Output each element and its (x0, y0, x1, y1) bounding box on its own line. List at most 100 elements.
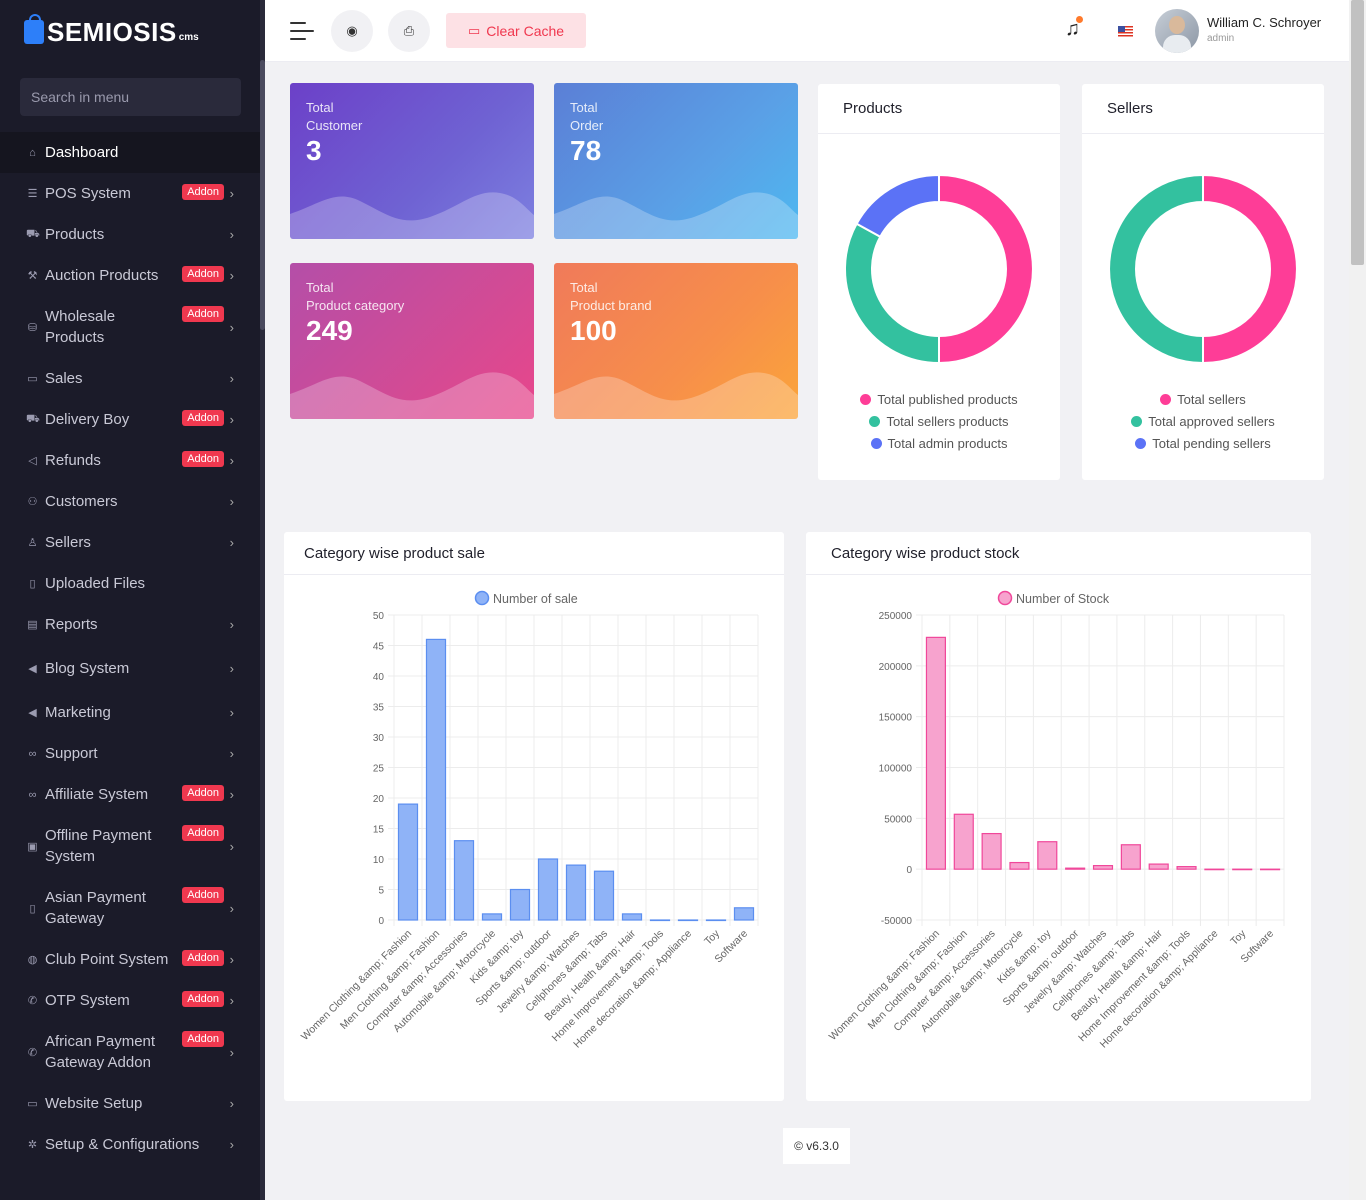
donut-slice[interactable] (1108, 173, 1204, 365)
sidebar-item-delivery-boy[interactable]: ⛟ Delivery Boy Addon › (0, 399, 260, 440)
bar[interactable] (1232, 868, 1253, 871)
bar[interactable] (425, 638, 447, 921)
chevron-right-icon: › (229, 900, 234, 916)
donut-slice[interactable] (844, 222, 940, 365)
menu-toggle-icon[interactable] (290, 22, 314, 40)
sidebar-item-pos-system[interactable]: ☰ POS System Addon › (0, 173, 260, 214)
wave-decoration (554, 372, 798, 419)
chevron-right-icon: › (229, 787, 234, 802)
bar[interactable] (481, 913, 503, 921)
bar[interactable] (1092, 865, 1114, 870)
bar[interactable] (733, 907, 755, 921)
file-icon: ▤ (27, 619, 38, 631)
chevron-right-icon: › (229, 319, 234, 335)
donut-slice[interactable] (938, 173, 1034, 365)
sidebar-item-asian-payment-gateway[interactable]: ▯ Asian Payment Gateway Addon › (0, 877, 260, 939)
sidebar-item-club-point-system[interactable]: ◍ Club Point System Addon › (0, 939, 260, 980)
bar[interactable] (509, 888, 531, 921)
bar[interactable] (453, 840, 475, 921)
legend-label: Total sellers products (886, 413, 1009, 429)
page-scrollbar-thumb[interactable] (1351, 0, 1364, 265)
bar[interactable] (621, 913, 643, 921)
sidebar-item-website-setup[interactable]: ▭ Website Setup › (0, 1083, 260, 1124)
bar[interactable] (1120, 844, 1141, 870)
us-flag-icon[interactable] (1118, 26, 1133, 37)
page-scrollbar[interactable] (1349, 0, 1366, 1200)
sidebar-item-blog-system[interactable]: ◀ Blog System › (0, 645, 260, 692)
bar[interactable] (1065, 867, 1086, 870)
bar[interactable] (397, 803, 419, 921)
legend-swatch[interactable] (997, 590, 1013, 606)
bar[interactable] (953, 813, 974, 870)
sidebar-item-products[interactable]: ⛟ Products › (0, 214, 260, 255)
bar[interactable] (593, 870, 615, 921)
notification-bell-icon[interactable]: ♫ (1065, 16, 1083, 41)
bar[interactable] (981, 832, 1002, 870)
wave-decoration (554, 192, 798, 239)
legend-item[interactable]: Total approved sellers (1082, 410, 1324, 432)
card-title: Category wise product stock (806, 532, 1311, 575)
bar[interactable] (677, 919, 699, 922)
clear-cache-button[interactable]: ▭ Clear Cache (446, 13, 586, 48)
bar[interactable] (649, 919, 671, 922)
stat-label: Order (570, 118, 604, 133)
sidebar-item-customers[interactable]: ⚇ Customers › (0, 481, 260, 522)
legend-item[interactable]: Total sellers products (818, 410, 1060, 432)
printer-icon[interactable]: ⎙ (388, 10, 430, 52)
legend-label[interactable]: Number of sale (493, 592, 578, 606)
globe-icon[interactable]: ◉ (331, 10, 373, 52)
bar[interactable] (1260, 868, 1281, 871)
addon-badge: Addon (182, 184, 224, 200)
sidebar-scrollbar[interactable] (260, 0, 265, 1200)
brand-logo[interactable]: SEMIOSIS cms (24, 14, 199, 48)
sidebar-item-sales[interactable]: ▭ Sales › (0, 358, 260, 399)
bar[interactable] (565, 864, 587, 921)
version-footer: © v6.3.0 (783, 1128, 850, 1164)
sidebar-item-marketing[interactable]: ◀ Marketing › (0, 692, 260, 733)
bar[interactable] (1176, 866, 1197, 870)
legend-item[interactable]: Total pending sellers (1082, 432, 1324, 454)
bar[interactable] (1037, 841, 1058, 870)
sidebar-item-label: Sales (45, 370, 83, 387)
sidebar-item-offline-payment-system[interactable]: ▣ Offline Payment System Addon › (0, 815, 260, 877)
sidebar-item-reports[interactable]: ▤ Reports › (0, 604, 260, 645)
addon-badge: Addon (182, 950, 224, 966)
legend-item[interactable]: Total sellers (1082, 388, 1324, 410)
legend-item[interactable]: Total admin products (818, 432, 1060, 454)
stat-label: Total (306, 100, 334, 115)
bar[interactable] (537, 858, 559, 921)
bar[interactable] (705, 919, 727, 922)
sidebar-item-dashboard[interactable]: ⌂ Dashboard (0, 132, 260, 173)
stat-card-customer: Total Customer 3 (290, 83, 534, 239)
sidebar-item-refunds[interactable]: ◁ Refunds Addon › (0, 440, 260, 481)
card-title: Category wise product sale (284, 532, 784, 575)
sidebar-scrollbar-thumb[interactable] (260, 60, 265, 330)
user-name[interactable]: William C. Schroyer (1207, 15, 1322, 30)
bar[interactable] (925, 636, 946, 870)
sidebar-item-uploaded-files[interactable]: ▯ Uploaded Files (0, 563, 260, 604)
stat-label: Customer (306, 118, 363, 133)
sidebar-item-african-payment-gateway-addon[interactable]: ✆ African Payment Gateway Addon Addon › (0, 1021, 260, 1083)
sidebar-item-affiliate-system[interactable]: ∞ Affiliate System Addon › (0, 774, 260, 815)
y-tick-label: -50000 (881, 916, 913, 927)
chevron-right-icon: › (229, 494, 234, 509)
sidebar-item-setup-configurations[interactable]: ✲ Setup & Configurations › (0, 1124, 260, 1165)
sidebar-item-auction-products[interactable]: ⚒ Auction Products Addon › (0, 255, 260, 296)
donut-slice[interactable] (1202, 173, 1298, 365)
bar[interactable] (1148, 863, 1169, 870)
sidebar-item-support[interactable]: ∞ Support › (0, 733, 260, 774)
avatar[interactable] (1155, 9, 1199, 53)
legend-swatch[interactable] (474, 590, 490, 606)
bar[interactable] (1009, 861, 1030, 870)
legend-label[interactable]: Number of Stock (1016, 592, 1110, 606)
sidebar-item-wholesale-products[interactable]: ⛁ Wholesale Products Addon › (0, 296, 260, 358)
legend-item[interactable]: Total published products (818, 388, 1060, 410)
sidebar-item-label: Marketing (45, 704, 111, 721)
sidebar-item-otp-system[interactable]: ✆ OTP System Addon › (0, 980, 260, 1021)
y-tick-label: 45 (373, 642, 385, 653)
donut-slice[interactable] (855, 173, 940, 239)
stat-card-product-category: Total Product category 249 (290, 263, 534, 419)
menu-search-input[interactable] (20, 78, 241, 116)
sidebar-item-sellers[interactable]: ♙ Sellers › (0, 522, 260, 563)
bar[interactable] (1204, 868, 1225, 871)
